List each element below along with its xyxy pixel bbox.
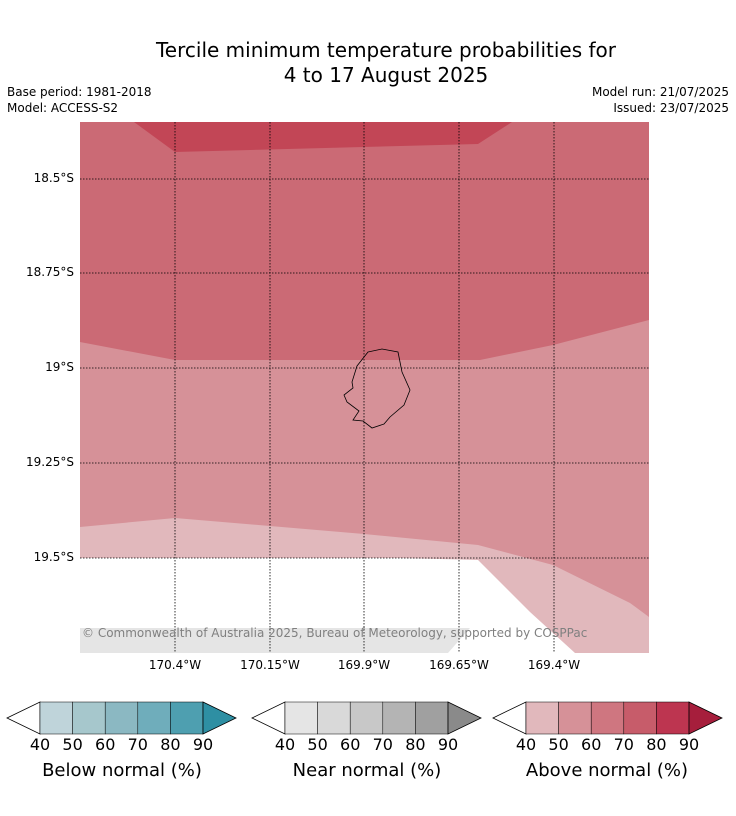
lon-label: 170.15°W	[240, 658, 300, 672]
title-line-1: Tercile minimum temperature probabilitie…	[155, 38, 617, 62]
colorbar-tick-label: 90	[678, 735, 700, 754]
model-run: Model run: 21/07/2025	[591, 85, 729, 99]
region-above-70-80	[134, 122, 512, 152]
colorbar-tick-label: 70	[127, 735, 148, 754]
model-name: Model: ACCESS-S2	[7, 101, 119, 115]
colorbar-segment	[349, 701, 384, 735]
lat-label: 18.5°S	[33, 171, 74, 185]
colorbar-segment	[317, 701, 351, 735]
issued-date: Issued: 23/07/2025	[613, 101, 729, 115]
colorbar-tick-label: 80	[160, 735, 181, 754]
colorbar-tick-label: 40	[274, 735, 296, 754]
colorbar-min-arrow	[6, 701, 41, 735]
lon-label: 169.4°W	[527, 658, 581, 672]
meta-right: Model run: 21/07/2025 Issued: 23/07/2025	[592, 84, 729, 116]
colorbar-title-above: Above normal (%)	[525, 760, 689, 781]
colorbar-max-arrow	[447, 701, 482, 735]
region-above-50-60	[80, 320, 649, 617]
base-period: Base period: 1981-2018	[7, 85, 152, 99]
colorbar-segment	[39, 701, 73, 735]
colorbar-segment	[558, 701, 592, 735]
map-title: Tercile minimum temperature probabilitie…	[0, 38, 736, 88]
colorbars-svg	[6, 701, 723, 735]
colorbar-tick-label: 40	[29, 735, 51, 754]
title-line-2: 4 to 17 August 2025	[283, 63, 489, 87]
colorbar-min-arrow	[492, 701, 527, 735]
colorbar-tick-label: 70	[613, 735, 634, 754]
colorbar-segment	[525, 701, 559, 735]
colorbar-segment	[415, 701, 449, 735]
region-near-normal	[80, 628, 470, 653]
colorbar-below-normal	[6, 701, 237, 735]
copyright-notice: © Commonwealth of Australia 2025, Bureau…	[82, 626, 588, 640]
colorbar-tick-label: 40	[515, 735, 537, 754]
colorbar-segment	[656, 701, 690, 735]
colorbar-tick-label: 80	[405, 735, 426, 754]
colorbar-tick-label: 60	[340, 735, 361, 754]
colorbar-near-normal	[251, 701, 482, 735]
colorbar-tick-label: 50	[62, 735, 83, 754]
colorbar-tick-label: 60	[581, 735, 602, 754]
colorbar-above-normal	[492, 701, 723, 735]
colorbar-min-arrow	[251, 701, 286, 735]
colorbar-segment	[590, 701, 625, 735]
colorbar-segment	[382, 701, 416, 735]
lat-label: 18.75°S	[26, 265, 74, 279]
colorbar-tick-label: 80	[646, 735, 667, 754]
lon-label: 170.4°W	[148, 658, 202, 672]
colorbar-tick-label: 50	[307, 735, 328, 754]
colorbar-tick-label: 50	[548, 735, 569, 754]
colorbar-title-near: Near normal (%)	[292, 760, 442, 781]
region-above-60-70	[80, 122, 649, 360]
colorbar-max-arrow	[202, 701, 237, 735]
lat-label: 19.25°S	[26, 455, 74, 469]
lat-label: 19°S	[45, 360, 74, 374]
colorbar-segment	[137, 701, 171, 735]
colorbar-segment	[284, 701, 318, 735]
meta-left: Base period: 1981-2018 Model: ACCESS-S2	[7, 84, 152, 116]
colorbar-segment	[104, 701, 139, 735]
colorbar-segment	[72, 701, 106, 735]
gridlines	[80, 122, 649, 653]
lon-label: 169.65°W	[429, 658, 489, 672]
colorbar-tick-label: 70	[372, 735, 393, 754]
colorbar-tick-label: 90	[192, 735, 214, 754]
colorbar-tick-label: 90	[437, 735, 459, 754]
colorbar-segment	[170, 701, 204, 735]
colorbar-max-arrow	[688, 701, 723, 735]
colorbar-tick-label: 60	[95, 735, 116, 754]
lat-label: 19.5°S	[33, 550, 74, 564]
island-outline	[343, 348, 411, 429]
colorbar-title-below: Below normal (%)	[42, 760, 202, 781]
lon-label: 169.9°W	[337, 658, 391, 672]
colorbar-segment	[623, 701, 657, 735]
